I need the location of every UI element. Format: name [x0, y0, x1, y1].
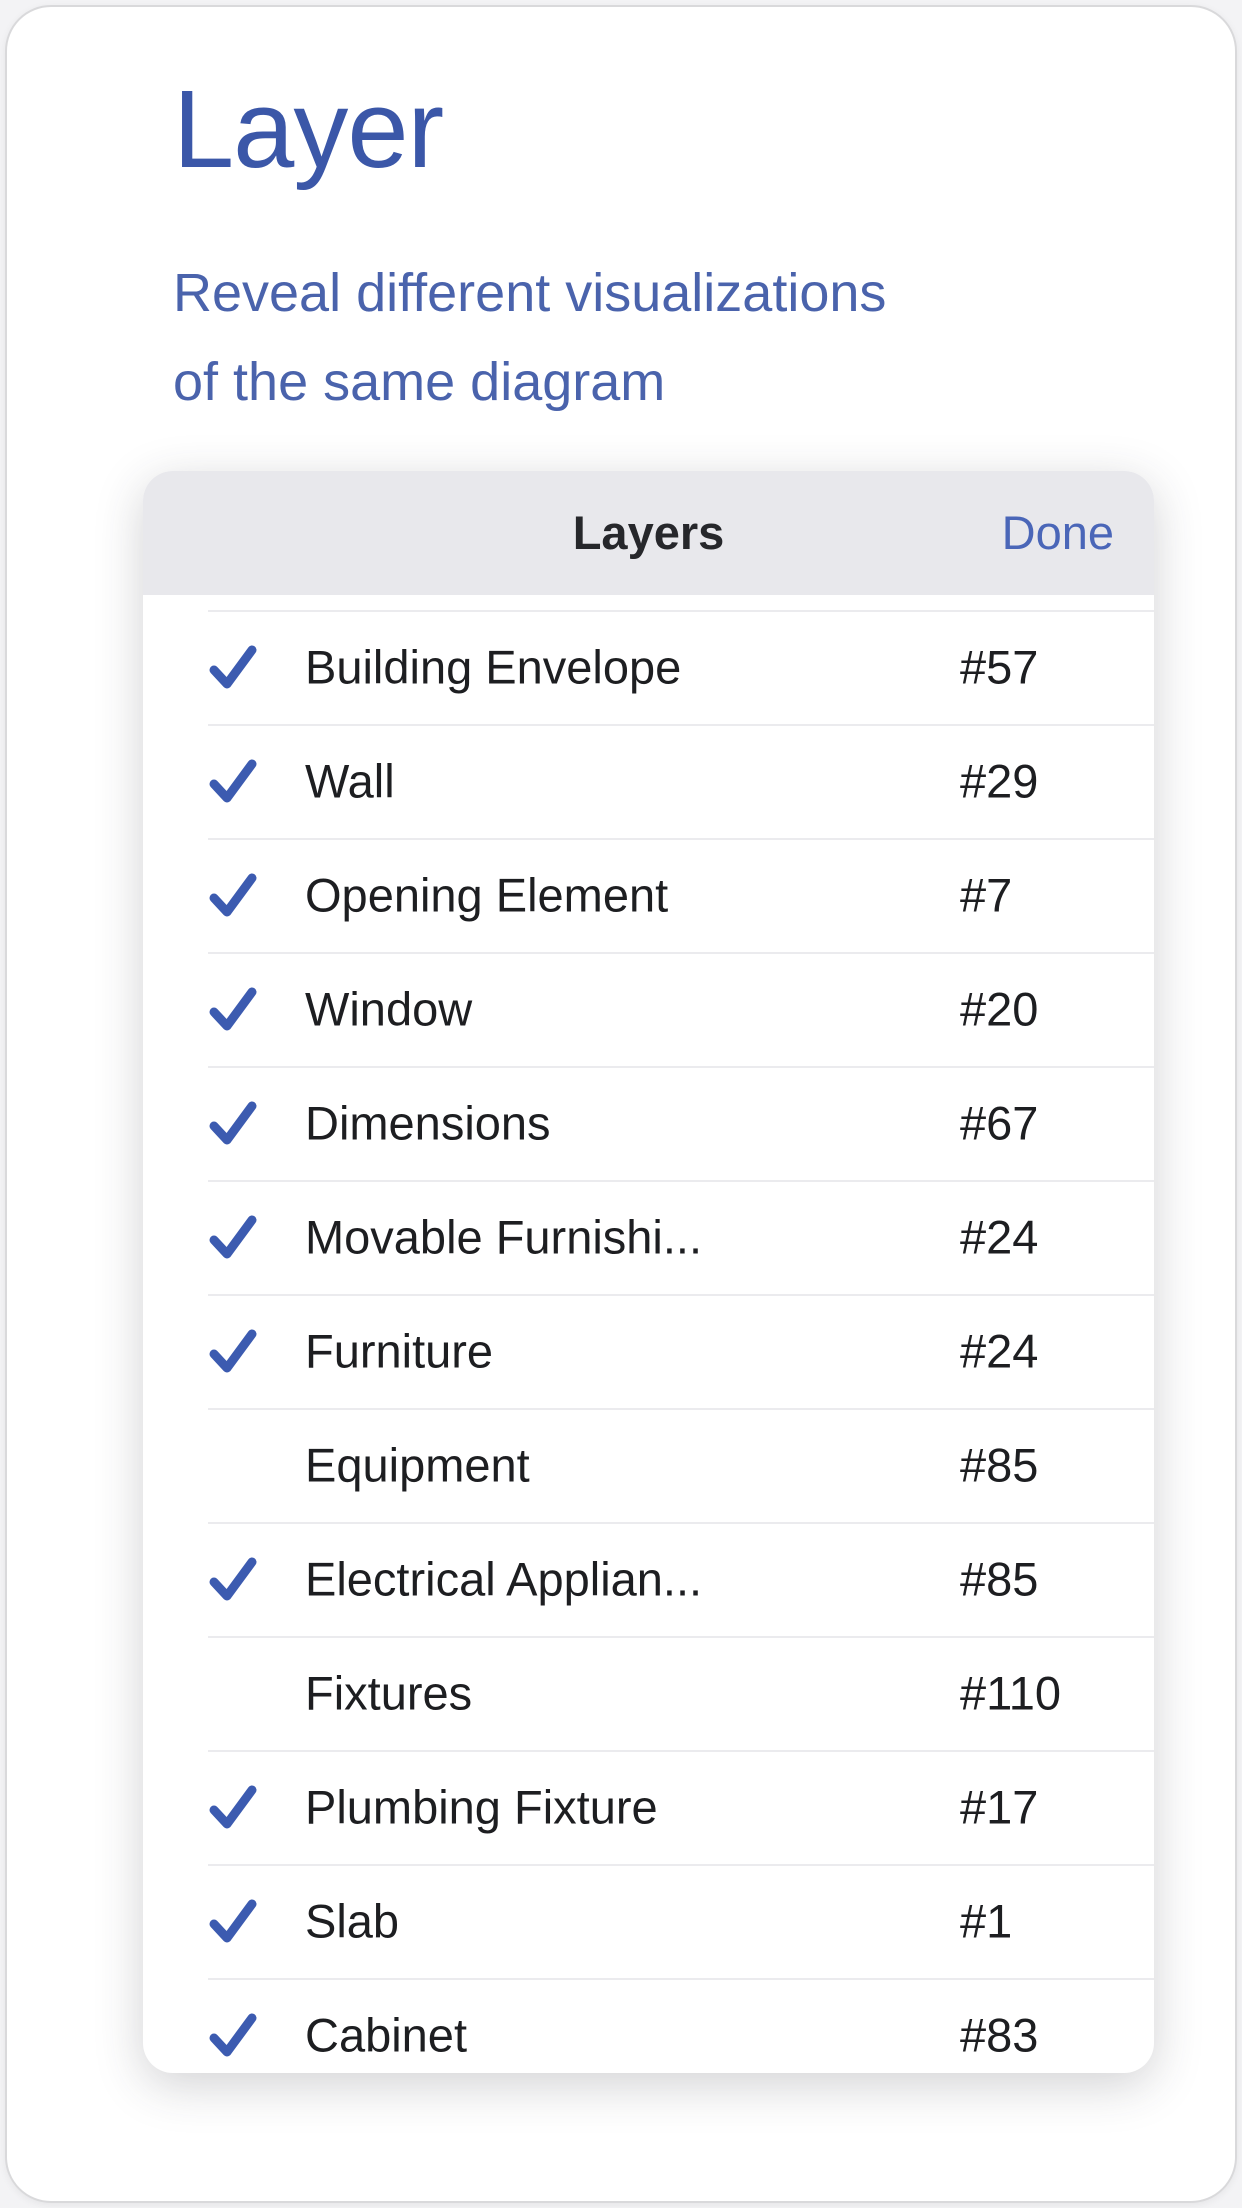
layer-count: #67 — [960, 1096, 1039, 1150]
layer-count: #110 — [960, 1666, 1062, 1720]
checkmark-icon — [207, 1325, 259, 1377]
layer-row[interactable]: Equipment #85 — [143, 1408, 1154, 1522]
checkmark-icon — [207, 2009, 259, 2061]
checkmark-icon — [207, 983, 259, 1035]
layer-row[interactable]: Building Envelope #57 — [143, 610, 1154, 724]
layer-name: Cabinet — [305, 2008, 467, 2062]
layer-row[interactable]: Dimensions #67 — [143, 1066, 1154, 1180]
layer-count: #83 — [960, 2008, 1039, 2062]
layer-count: #24 — [960, 1210, 1039, 1264]
layer-count: #7 — [960, 868, 1013, 922]
layer-name: Opening Element — [305, 868, 669, 922]
layer-name: Building Envelope — [305, 640, 682, 694]
layer-count: #20 — [960, 982, 1039, 1036]
checkmark-icon — [207, 1097, 259, 1149]
layer-count: #85 — [960, 1552, 1039, 1606]
layer-count: #24 — [960, 1324, 1039, 1378]
layer-name: Window — [305, 982, 473, 1036]
checkmark-icon — [207, 1211, 259, 1263]
layer-row[interactable]: Electrical Applian... #85 — [143, 1522, 1154, 1636]
layer-name: Electrical Applian... — [305, 1552, 703, 1606]
layer-name: Movable Furnishi... — [305, 1210, 703, 1264]
checkmark-icon — [207, 755, 259, 807]
feature-card: Layer Reveal different visualizations of… — [5, 5, 1237, 2203]
checkmark-icon — [207, 1895, 259, 1947]
layer-row[interactable]: Wall #29 — [143, 724, 1154, 838]
page-title: Layer — [173, 68, 444, 191]
layer-row[interactable]: Window #20 — [143, 952, 1154, 1066]
layer-row[interactable]: Slab #1 — [143, 1864, 1154, 1978]
layer-name: Furniture — [305, 1324, 494, 1378]
layers-panel-header: Layers Done — [143, 471, 1154, 595]
page-subtitle-line-1: Reveal different visualizations — [173, 263, 887, 323]
layer-name: Slab — [305, 1894, 400, 1948]
layer-count: #1 — [960, 1894, 1013, 1948]
checkmark-icon — [207, 1781, 259, 1833]
layer-row[interactable]: Movable Furnishi... #24 — [143, 1180, 1154, 1294]
layer-count: #29 — [960, 754, 1039, 808]
layer-count: #85 — [960, 1438, 1039, 1492]
checkmark-icon — [207, 869, 259, 921]
checkmark-icon — [207, 641, 259, 693]
layer-row[interactable]: Opening Element #7 — [143, 838, 1154, 952]
layer-row[interactable]: Fixtures #110 — [143, 1636, 1154, 1750]
layer-name: Equipment — [305, 1438, 530, 1492]
layer-name: Wall — [305, 754, 395, 808]
done-button[interactable]: Done — [1002, 471, 1114, 595]
layers-list: Building Envelope #57 Wall #29 Opening E… — [143, 610, 1154, 2073]
page-subtitle: Reveal different visualizations of the s… — [173, 249, 886, 427]
layers-panel: Layers Done Building Envelope #57 Wall #… — [143, 471, 1154, 2073]
layers-panel-title: Layers — [572, 506, 725, 559]
layer-name: Dimensions — [305, 1096, 551, 1150]
layer-name: Plumbing Fixture — [305, 1780, 658, 1834]
layer-name: Fixtures — [305, 1666, 473, 1720]
layer-count: #17 — [960, 1780, 1039, 1834]
page-subtitle-line-2: of the same diagram — [173, 352, 666, 412]
layer-row[interactable]: Cabinet #83 — [143, 1978, 1154, 2073]
checkmark-icon — [207, 1553, 259, 1605]
layer-row[interactable]: Furniture #24 — [143, 1294, 1154, 1408]
layer-count: #57 — [960, 640, 1039, 694]
layer-row[interactable]: Plumbing Fixture #17 — [143, 1750, 1154, 1864]
